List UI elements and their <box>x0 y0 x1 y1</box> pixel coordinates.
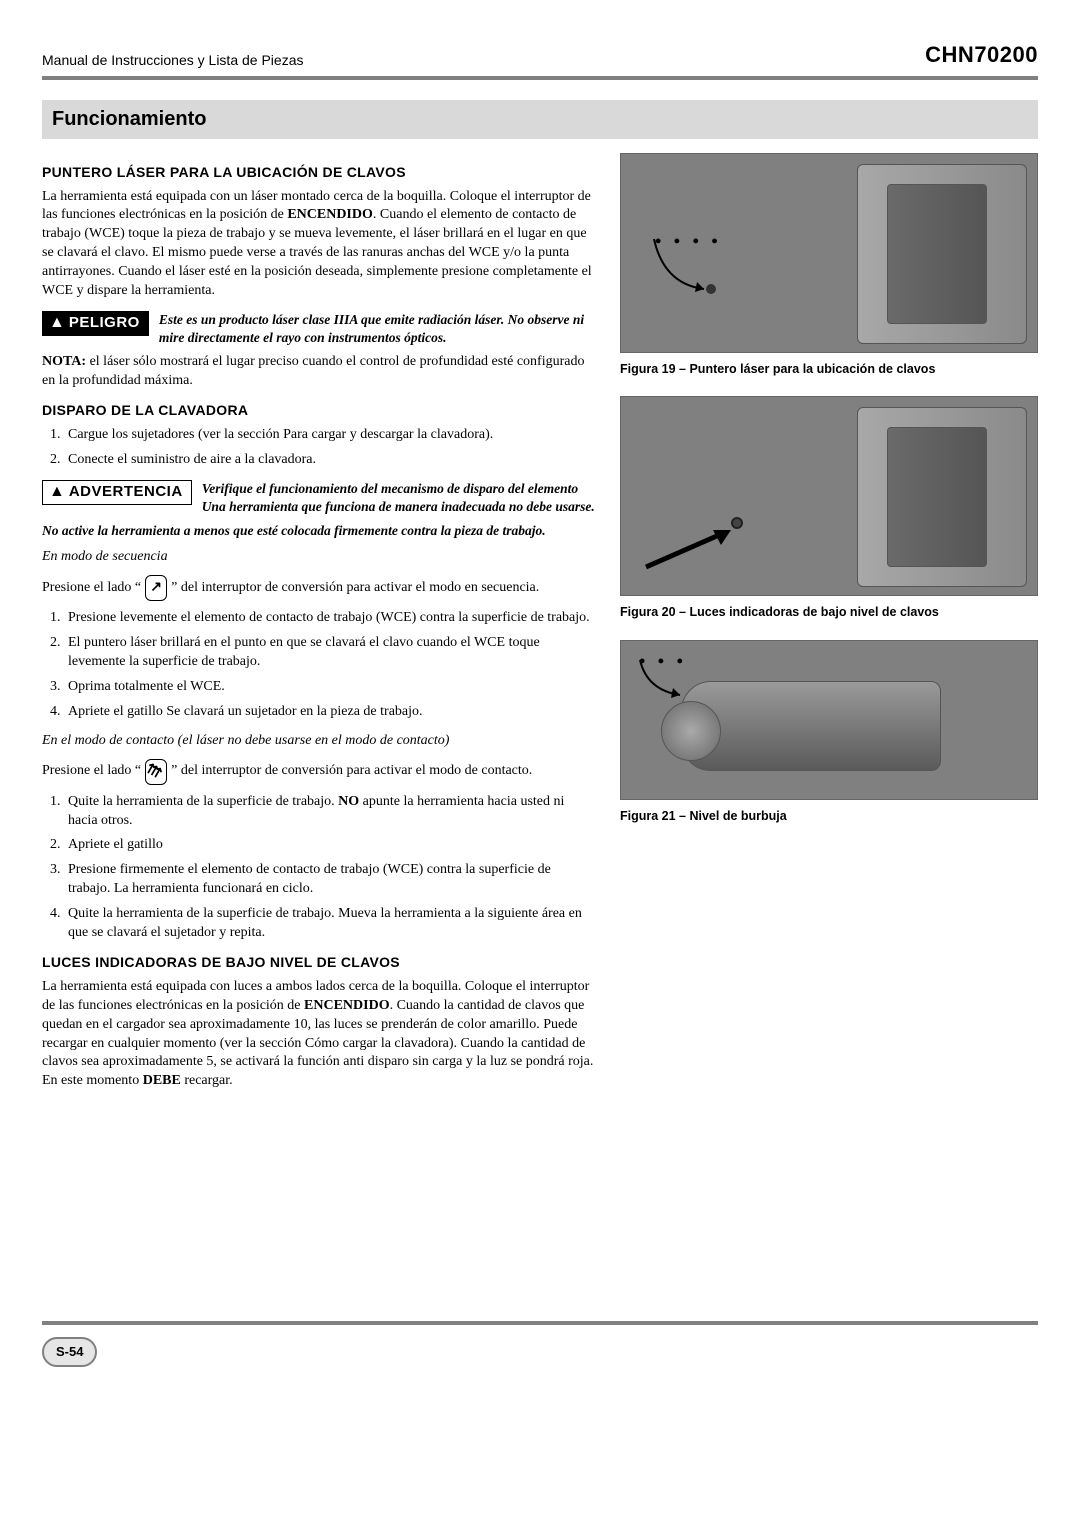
peligro-label: PELIGRO <box>69 313 140 333</box>
p1b: ENCENDIDO <box>287 207 373 222</box>
mode-contact-label: En el modo de contacto (el láser no debe… <box>42 732 596 751</box>
list-c-1: Quite la herramienta de la superficie de… <box>64 793 596 831</box>
figure-20-caption: Figura 20 – Luces indicadoras de bajo ni… <box>620 604 1038 622</box>
nota-line: NOTA: el láser sólo mostrará el lugar pr… <box>42 353 596 391</box>
p3b: ENCENDIDO <box>304 998 390 1013</box>
triple-arrow-icon: ⇶ <box>145 759 167 785</box>
page-header: Manual de Instrucciones y Lista de Pieza… <box>42 40 1038 80</box>
list-b-1: Presione levemente el elemento de contac… <box>64 609 596 628</box>
list-c: Quite la herramienta de la superficie de… <box>42 793 596 943</box>
figure-19-caption: Figura 19 – Puntero láser para la ubicac… <box>620 361 1038 379</box>
figure-21-caption: Figura 21 – Nivel de burbuja <box>620 808 1038 826</box>
peligro-text: Este es un producto láser clase IIIA que… <box>159 311 596 347</box>
press-a: Presione el lado “ <box>42 579 141 598</box>
arrow-icon <box>641 527 741 577</box>
curved-arrow-icon <box>649 234 719 304</box>
p3d: DEBE <box>143 1073 181 1088</box>
lc1b: NO <box>338 794 359 809</box>
right-column: • • • • Figura 19 – Puntero láser para l… <box>620 153 1038 1101</box>
header-manual-title: Manual de Instrucciones y Lista de Pieza… <box>42 51 303 70</box>
peligro-box: ▲ PELIGRO <box>42 311 149 336</box>
content-columns: PUNTERO LÁSER PARA LA UBICACIÓN DE CLAVO… <box>42 153 1038 1101</box>
advertencia-label: ADVERTENCIA <box>69 482 183 502</box>
list-c-4: Quite la herramienta de la superficie de… <box>64 905 596 943</box>
paragraph-laser: La herramienta está equipada con un láse… <box>42 188 596 301</box>
figure-20-illustration <box>620 396 1038 596</box>
figure-19-illustration: • • • • <box>620 153 1038 353</box>
left-column: PUNTERO LÁSER PARA LA UBICACIÓN DE CLAVO… <box>42 153 596 1101</box>
single-arrow-icon: ↗ <box>145 575 167 601</box>
heading-disparo: DISPARO DE LA CLAVADORA <box>42 401 596 420</box>
advertencia-row: ▲ ADVERTENCIA Verifique el funcionamient… <box>42 480 596 516</box>
mode-sequence-label: En modo de secuencia <box>42 548 596 567</box>
press-d: ” del interruptor de conversión para act… <box>171 762 532 781</box>
header-model-number: CHN70200 <box>925 40 1038 70</box>
list-b: Presione levemente el elemento de contac… <box>42 609 596 721</box>
press-contact-row: Presione el lado “ ⇶ ” del interruptor d… <box>42 759 596 785</box>
list-c-3: Presione firmemente el elemento de conta… <box>64 861 596 899</box>
press-b: ” del interruptor de conversión para act… <box>171 579 539 598</box>
nota-text: el láser sólo mostrará el lugar preciso … <box>42 354 584 388</box>
warning-triangle-icon: ▲ <box>49 315 65 331</box>
curved-arrow-icon <box>635 655 695 705</box>
list-a-2: Conecte el suministro de aire a la clava… <box>64 451 596 470</box>
list-b-2: El puntero láser brillará en el punto en… <box>64 634 596 672</box>
press-sequence-row: Presione el lado “ ↗ ” del interruptor d… <box>42 575 596 601</box>
p3e: recargar. <box>181 1073 233 1088</box>
warning-triangle-icon: ▲ <box>49 484 65 500</box>
list-a-1: Cargue los sujetadores (ver la sección P… <box>64 426 596 445</box>
paragraph-luces: La herramienta está equipada con luces a… <box>42 978 596 1091</box>
nota-label: NOTA: <box>42 354 86 369</box>
section-title-bar: Funcionamiento <box>42 100 1038 139</box>
list-b-4: Apriete el gatillo Se clavará un sujetad… <box>64 703 596 722</box>
advertencia-text2: No active la herramienta a menos que est… <box>42 522 596 540</box>
figure-21-illustration: • • • <box>620 640 1038 800</box>
advertencia-text1: Verifique el funcionamiento del mecanism… <box>202 480 596 516</box>
peligro-row: ▲ PELIGRO Este es un producto láser clas… <box>42 311 596 347</box>
press-c: Presione el lado “ <box>42 762 141 781</box>
advertencia-box: ▲ ADVERTENCIA <box>42 480 192 505</box>
page-number-badge: S-54 <box>42 1337 97 1367</box>
lc1a: Quite la herramienta de la superficie de… <box>68 794 338 809</box>
list-a: Cargue los sujetadores (ver la sección P… <box>42 426 596 470</box>
list-b-3: Oprima totalmente el WCE. <box>64 678 596 697</box>
page-footer: S-54 <box>42 1321 1038 1367</box>
list-c-2: Apriete el gatillo <box>64 836 596 855</box>
heading-luces: LUCES INDICADORAS DE BAJO NIVEL DE CLAVO… <box>42 953 596 972</box>
heading-laser-pointer: PUNTERO LÁSER PARA LA UBICACIÓN DE CLAVO… <box>42 163 596 182</box>
